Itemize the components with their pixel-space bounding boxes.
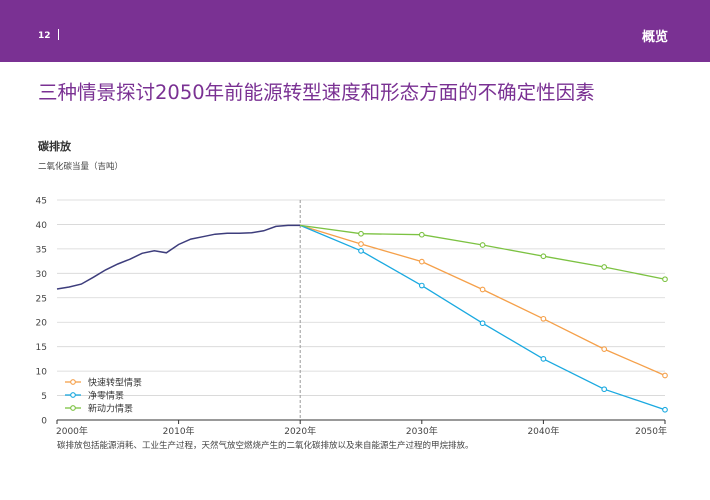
- y-tick-label: 25: [36, 294, 47, 304]
- series-point: [418, 258, 425, 265]
- legend-marker: [70, 405, 76, 411]
- series-point: [479, 242, 486, 248]
- series-point: [601, 346, 608, 352]
- series-point: [358, 247, 364, 254]
- legend-marker: [70, 379, 76, 385]
- chart-ylabel: 二氧化碳当量（吉吨）: [38, 162, 124, 172]
- page-number-separator: [58, 29, 59, 40]
- x-tick-label: 2050年: [635, 425, 667, 437]
- series-point: [358, 230, 364, 237]
- series-point: [662, 406, 668, 413]
- series-point: [418, 231, 425, 238]
- x-tick-label: 2000年: [56, 425, 88, 437]
- series-point: [418, 282, 425, 289]
- series-point: [479, 320, 486, 327]
- series-point: [662, 276, 668, 283]
- series-point: [601, 264, 608, 270]
- legend-label: 新动力情景: [88, 403, 133, 415]
- legend-marker: [70, 392, 76, 398]
- y-tick-label: 40: [36, 221, 48, 231]
- legend-label: 净零情景: [88, 390, 124, 402]
- y-tick-label: 35: [36, 245, 47, 255]
- y-tick-label: 15: [36, 343, 47, 353]
- page-title: 三种情景探讨2050年前能源转型速度和形态方面的不确定性因素: [38, 81, 595, 104]
- y-tick-label: 45: [36, 197, 47, 207]
- series-point: [662, 372, 668, 379]
- x-tick-label: 2020年: [284, 425, 316, 437]
- legend-label: 快速转型情景: [88, 377, 142, 389]
- page-number: 12: [38, 31, 51, 41]
- series-line-1: [299, 224, 666, 411]
- series-line-2: [300, 224, 666, 280]
- header-bar: 12 概览: [0, 0, 710, 62]
- x-tick-label: 2030年: [406, 425, 438, 437]
- x-tick-label: 2010年: [163, 425, 195, 437]
- y-tick-label: 10: [36, 368, 48, 378]
- x-tick-label: 2040年: [527, 425, 559, 437]
- section-label: 概览: [641, 30, 668, 45]
- series-point: [540, 356, 547, 362]
- series-point: [540, 315, 547, 322]
- y-tick-label: 5: [41, 392, 47, 402]
- series-point: [601, 386, 608, 393]
- y-tick-label: 20: [36, 319, 48, 329]
- y-tick-label: 0: [41, 417, 47, 427]
- history-line: [56, 224, 301, 290]
- series-point: [358, 241, 364, 247]
- series-point: [540, 253, 547, 260]
- y-tick-label: 30: [36, 270, 48, 280]
- chart-title: 碳排放: [38, 140, 71, 153]
- series-point: [479, 286, 486, 293]
- chart-footnote: 碳排放包括能源消耗、工业生产过程，天然气放空燃烧产生的二氧化碳排放以及来自能源生…: [57, 441, 474, 451]
